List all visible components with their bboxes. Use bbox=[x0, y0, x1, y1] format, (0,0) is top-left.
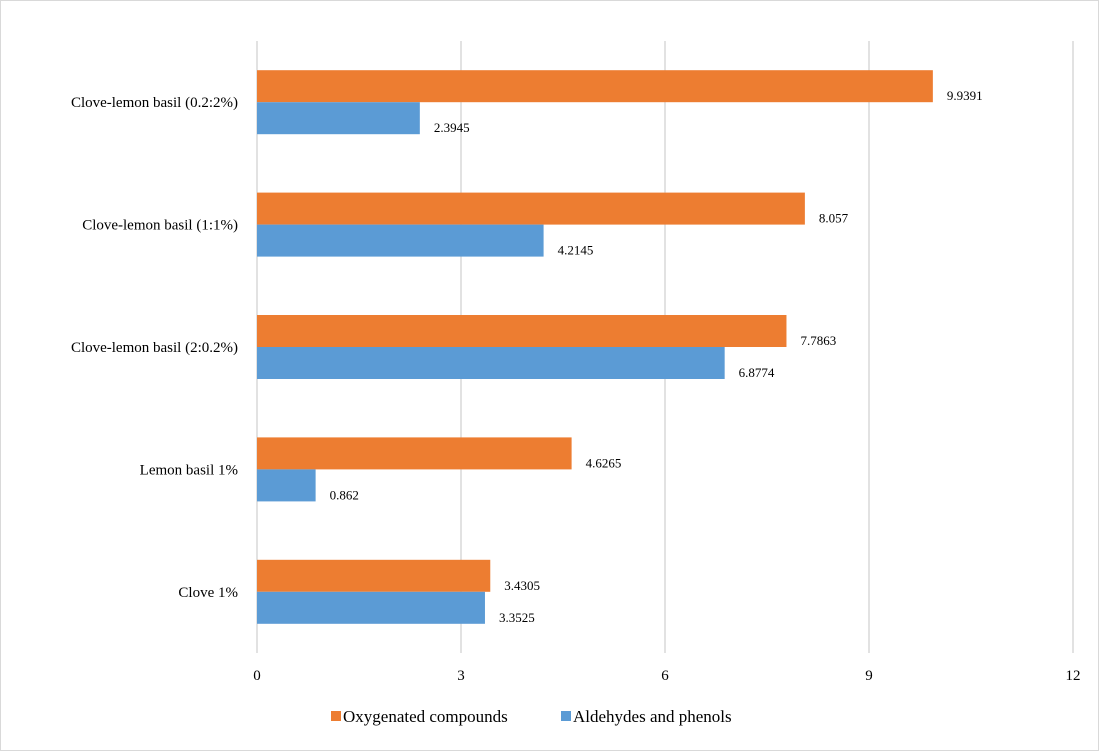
x-tick-label-9: 9 bbox=[865, 668, 873, 684]
legend-swatch-oxygenated-compounds bbox=[331, 711, 341, 721]
bar-oxygenated-compounds-lemon-basil-1 bbox=[257, 437, 572, 470]
x-tick-label-0: 0 bbox=[253, 668, 261, 684]
legend-swatch-aldehydes-and-phenols bbox=[561, 711, 571, 721]
legend: Oxygenated compounds Aldehydes and phenol… bbox=[331, 707, 732, 726]
bar-aldehydes-and-phenols-clove-1 bbox=[257, 591, 485, 624]
category-label-clove-lemon-basil-0-2-2: Clove-lemon basil (0.2:2%) bbox=[71, 95, 238, 111]
category-label-clove-1: Clove 1% bbox=[178, 585, 238, 601]
data-label-aldehydes-and-phenols-clove-lemon-basil-2-0-2: 6.8774 bbox=[739, 365, 775, 380]
data-labels: 3.4305 3.3525 4.6265 0.862 7.7863 6.8774 8.057… bbox=[330, 88, 983, 625]
x-tick-label-6: 6 bbox=[661, 668, 669, 684]
bar-oxygenated-compounds-clove-lemon-basil-0-2-2 bbox=[257, 70, 933, 103]
category-label-clove-lemon-basil-1-1: Clove-lemon basil (1:1%) bbox=[82, 218, 238, 234]
x-tick-label-12: 12 bbox=[1066, 668, 1081, 684]
data-label-aldehydes-and-phenols-clove-lemon-basil-1-1: 4.2145 bbox=[558, 243, 594, 258]
category-label-clove-lemon-basil-2-0-2: Clove-lemon basil (2:0.2%) bbox=[71, 340, 238, 356]
bar-aldehydes-and-phenols-clove-lemon-basil-2-0-2 bbox=[257, 347, 725, 379]
category-label-lemon-basil-1: Lemon basil 1% bbox=[140, 462, 238, 478]
x-axis-ticks: 0 3 6 9 12 bbox=[253, 668, 1080, 684]
data-label-aldehydes-and-phenols-lemon-basil-1: 0.862 bbox=[330, 487, 359, 502]
legend-label-oxygenated-compounds: Oxygenated compounds bbox=[343, 707, 508, 726]
bar-aldehydes-and-phenols-clove-lemon-basil-1-1 bbox=[257, 224, 544, 257]
bar-aldehydes-and-phenols-lemon-basil-1 bbox=[257, 469, 316, 502]
category-labels: Clove 1% Lemon basil 1% Clove-lemon basil … bbox=[71, 95, 238, 601]
data-label-oxygenated-compounds-clove-lemon-basil-1-1: 8.057 bbox=[819, 211, 849, 226]
bar-oxygenated-compounds-clove-lemon-basil-1-1 bbox=[257, 192, 805, 225]
data-label-oxygenated-compounds-lemon-basil-1: 4.6265 bbox=[586, 455, 622, 470]
data-label-oxygenated-compounds-clove-1: 3.4305 bbox=[504, 578, 540, 593]
legend-label-aldehydes-and-phenols: Aldehydes and phenols bbox=[573, 707, 732, 726]
bars bbox=[257, 70, 933, 624]
bar-oxygenated-compounds-clove-1 bbox=[257, 559, 491, 592]
data-label-oxygenated-compounds-clove-lemon-basil-0-2-2: 9.9391 bbox=[947, 88, 983, 103]
data-label-oxygenated-compounds-clove-lemon-basil-2-0-2: 7.7863 bbox=[800, 333, 836, 348]
x-tick-label-3: 3 bbox=[457, 668, 465, 684]
bar-oxygenated-compounds-clove-lemon-basil-2-0-2 bbox=[257, 315, 787, 347]
bar-aldehydes-and-phenols-clove-lemon-basil-0-2-2 bbox=[257, 102, 420, 135]
data-label-aldehydes-and-phenols-clove-lemon-basil-0-2-2: 2.3945 bbox=[434, 120, 470, 135]
data-label-aldehydes-and-phenols-clove-1: 3.3525 bbox=[499, 610, 535, 625]
